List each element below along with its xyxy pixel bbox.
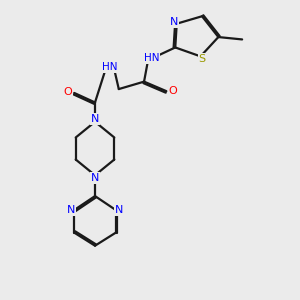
Text: S: S xyxy=(199,54,206,64)
Text: N: N xyxy=(169,17,178,27)
Text: N: N xyxy=(115,205,124,215)
Text: O: O xyxy=(63,87,72,97)
Text: O: O xyxy=(169,85,177,96)
Text: HN: HN xyxy=(144,53,159,63)
Text: N: N xyxy=(91,114,99,124)
Text: N: N xyxy=(67,205,75,215)
Text: HN: HN xyxy=(102,62,118,72)
Text: N: N xyxy=(91,173,99,183)
